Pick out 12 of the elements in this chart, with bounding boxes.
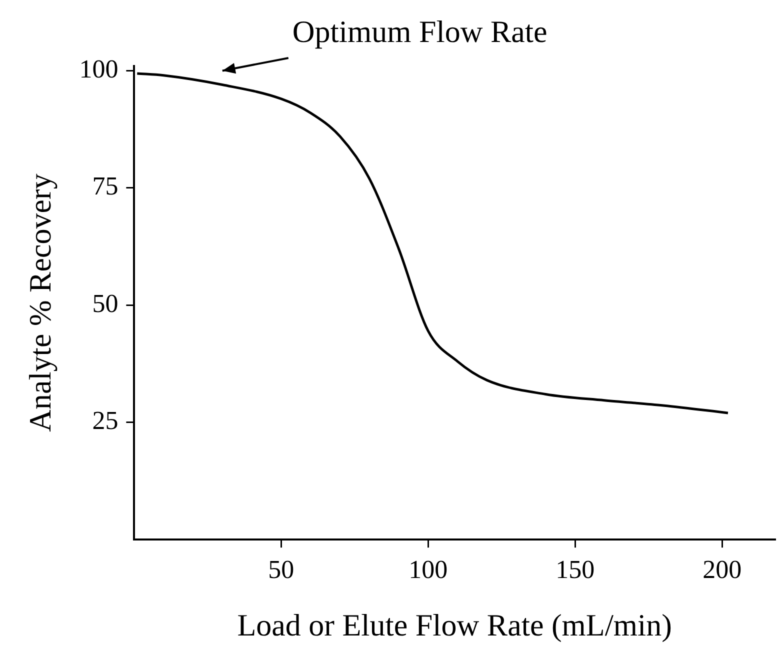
x-tick-label: 100 bbox=[408, 555, 448, 584]
y-tick-label: 25 bbox=[92, 406, 118, 436]
line-series bbox=[136, 72, 730, 414]
x-tick-label: 200 bbox=[702, 555, 742, 584]
y-tick-label: 50 bbox=[92, 288, 118, 318]
x-tick-label: 150 bbox=[556, 555, 595, 584]
x-tick-label: 50 bbox=[268, 555, 294, 584]
annotation: Optimum Flow Rate bbox=[292, 14, 548, 49]
x-axis-title: Load or Elute Flow Rate (mL/min) bbox=[237, 608, 672, 643]
y-tick-label: 75 bbox=[92, 172, 118, 201]
y-axis-title: Analyte % Recovery bbox=[22, 173, 58, 432]
y-tick-label: 100 bbox=[79, 54, 118, 84]
